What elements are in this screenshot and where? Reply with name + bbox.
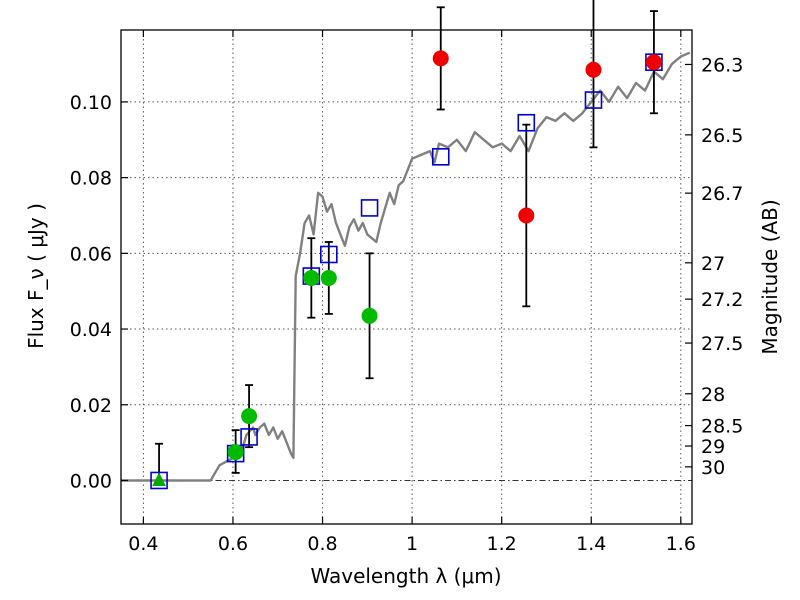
model-photometry-square	[584, 91, 603, 109]
observed-point	[303, 269, 320, 286]
y-axis-label: Flux F_ν ( μJy )	[24, 203, 48, 349]
x-tick-label: 1.4	[576, 533, 606, 555]
observed-point	[645, 54, 662, 71]
right-tick-label: 29	[701, 436, 725, 458]
y-tick-label: 0.00	[70, 470, 112, 492]
grid-lines	[121, 30, 692, 524]
error-bar-layer	[155, 0, 658, 482]
y-tick-label: 0.10	[70, 92, 112, 114]
observed-point	[361, 307, 378, 324]
y-tick-label: 0.02	[70, 395, 112, 417]
right-tick-label: 28	[701, 384, 725, 406]
x-tick-label: 1.6	[666, 533, 696, 555]
x-tick-label: 1	[406, 533, 418, 555]
x-tick-label: 0.8	[307, 533, 337, 555]
right-tick-label: 27.2	[701, 289, 743, 311]
plot-frame	[120, 29, 693, 525]
plot-border	[120, 29, 693, 525]
model-photometry-square	[360, 199, 379, 217]
x-axis-label: Wavelength λ (μm)	[310, 564, 501, 588]
right-tick-label: 26.7	[701, 183, 743, 205]
x-axis-ticks: 0.4 0.6 0.8 1 1.2 1.4 1.6	[128, 30, 696, 555]
model-photometry-layer	[150, 53, 663, 490]
right-tick-label: 26.5	[701, 125, 743, 147]
x-tick-label: 0.6	[218, 533, 248, 555]
y-tick-label: 0.04	[70, 319, 112, 341]
y-tick-label: 0.08	[70, 168, 112, 190]
right-tick-label: 27	[701, 253, 725, 275]
right-axis-label: Magnitude (AB)	[758, 199, 782, 354]
right-tick-label: 26.3	[701, 54, 743, 76]
y-axis-ticks: 0.00 0.02 0.04 0.06 0.08 0.10	[70, 92, 128, 492]
observed-points-layer	[152, 50, 662, 486]
model-photometry-square	[431, 148, 450, 166]
right-tick-label: 28.5	[701, 416, 743, 438]
observed-point	[432, 50, 449, 67]
model-spectrum-line	[121, 51, 691, 482]
observed-point	[320, 269, 337, 286]
model-spectrum-layer	[121, 51, 691, 482]
observed-point	[518, 207, 535, 224]
x-tick-label: 0.4	[128, 533, 158, 555]
upper-limit-triangle	[152, 472, 166, 486]
observed-point	[227, 444, 244, 461]
y-tick-label: 0.06	[70, 243, 112, 265]
right-tick-label: 30	[701, 457, 725, 479]
model-photometry-square	[319, 245, 338, 264]
right-tick-label: 27.5	[701, 333, 743, 355]
model-photometry-square	[517, 113, 536, 132]
model-photometry-square	[240, 428, 258, 446]
observed-point	[241, 408, 258, 425]
x-tick-label: 1.2	[487, 533, 517, 555]
observed-point	[585, 61, 602, 78]
